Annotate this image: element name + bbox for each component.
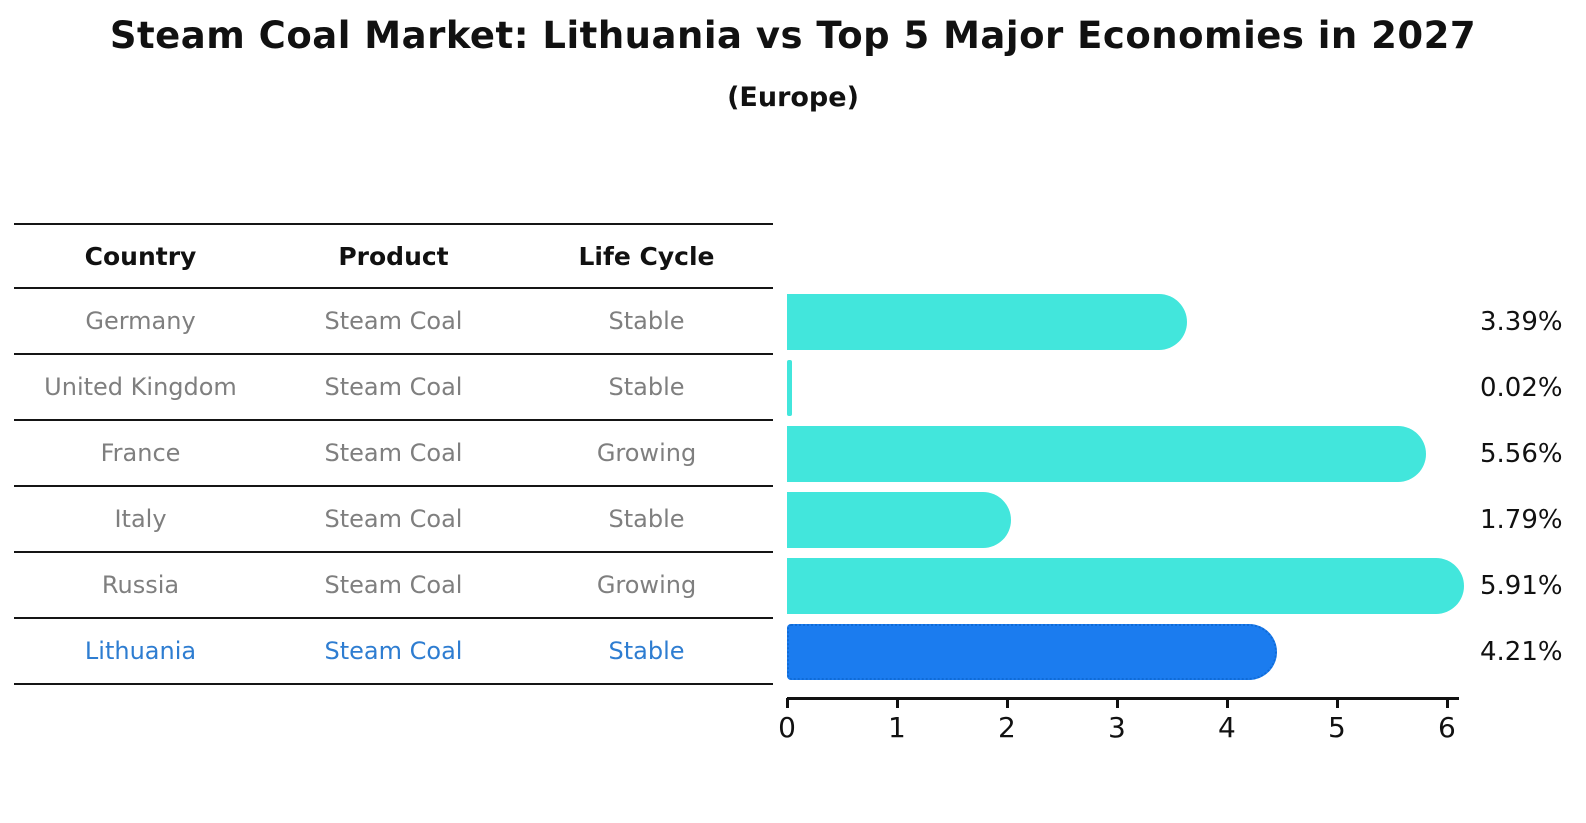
table-row: United Kingdom Steam Coal Stable bbox=[14, 355, 773, 421]
tick-mark bbox=[1225, 698, 1229, 708]
cell-life-cycle: Stable bbox=[608, 373, 685, 401]
cell-product: Steam Coal bbox=[324, 637, 463, 665]
table-row: France Steam Coal Growing bbox=[14, 421, 773, 487]
x-axis-ticks: 0 1 2 3 4 5 6 bbox=[778, 697, 1459, 747]
bar-italy bbox=[787, 492, 1011, 548]
cell-country: United Kingdom bbox=[44, 373, 237, 401]
bar-row bbox=[787, 487, 1459, 553]
tick-label: 1 bbox=[888, 711, 906, 744]
tick-label: 4 bbox=[1218, 711, 1236, 744]
table-row-highlighted: Lithuania Steam Coal Stable bbox=[14, 619, 773, 685]
value-label: 4.21% bbox=[1480, 637, 1563, 667]
bar-row bbox=[787, 553, 1464, 619]
cell-life-cycle: Stable bbox=[608, 637, 685, 665]
page-subtitle: (Europe) bbox=[727, 82, 859, 113]
value-label-column: 3.39% 0.02% 5.56% 1.79% 5.91% 4.21% bbox=[1480, 289, 1580, 685]
cell-product: Steam Coal bbox=[324, 373, 463, 401]
page-title: Steam Coal Market: Lithuania vs Top 5 Ma… bbox=[109, 14, 1477, 57]
cell-product: Steam Coal bbox=[324, 307, 463, 335]
cell-life-cycle: Growing bbox=[596, 571, 697, 599]
table-row: Russia Steam Coal Growing bbox=[14, 553, 773, 619]
tick-label: 5 bbox=[1327, 711, 1346, 744]
cell-country: France bbox=[100, 439, 181, 467]
cell-country: Russia bbox=[101, 571, 180, 599]
bar-united-kingdom bbox=[787, 360, 792, 416]
table-row: Germany Steam Coal Stable bbox=[14, 289, 773, 355]
bar-germany bbox=[787, 294, 1187, 350]
bar-row bbox=[787, 355, 1459, 421]
bar-lithuania-highlighted bbox=[787, 624, 1278, 680]
bar-plot bbox=[787, 289, 1464, 685]
tick-mark bbox=[1005, 698, 1009, 708]
value-label: 5.56% bbox=[1480, 439, 1563, 469]
cell-country: Italy bbox=[114, 505, 167, 533]
tick-label: 2 bbox=[998, 711, 1016, 744]
tick-label: 3 bbox=[1108, 711, 1126, 744]
comparison-table: Country Product Life Cycle Germany Steam… bbox=[14, 223, 773, 685]
tick-mark bbox=[1115, 698, 1119, 708]
header-cell-country: Country bbox=[84, 241, 197, 271]
tick-label: 0 bbox=[778, 711, 796, 744]
cell-country: Lithuania bbox=[84, 637, 197, 665]
bar-row bbox=[787, 619, 1459, 685]
table-header-row: Country Product Life Cycle bbox=[14, 223, 773, 289]
value-label: 5.91% bbox=[1480, 571, 1563, 601]
cell-product: Steam Coal bbox=[324, 505, 463, 533]
bar-russia bbox=[787, 558, 1464, 614]
value-label: 0.02% bbox=[1480, 373, 1563, 403]
header-cell-product: Product bbox=[338, 241, 449, 271]
tick-mark bbox=[1445, 698, 1449, 708]
cell-country: Germany bbox=[85, 307, 196, 335]
header-cell-life-cycle: Life Cycle bbox=[578, 241, 715, 271]
bar-france bbox=[787, 426, 1426, 482]
tick-mark bbox=[895, 698, 899, 708]
x-axis-line bbox=[787, 697, 1459, 700]
cell-life-cycle: Stable bbox=[608, 307, 685, 335]
cell-product: Steam Coal bbox=[324, 571, 463, 599]
bar-row bbox=[787, 421, 1459, 487]
table-row: Italy Steam Coal Stable bbox=[14, 487, 773, 553]
tick-mark bbox=[786, 698, 789, 708]
cell-life-cycle: Growing bbox=[596, 439, 697, 467]
value-label: 1.79% bbox=[1480, 505, 1563, 535]
tick-mark bbox=[1335, 698, 1339, 708]
tick-label: 6 bbox=[1437, 711, 1456, 744]
cell-life-cycle: Stable bbox=[608, 505, 685, 533]
cell-product: Steam Coal bbox=[324, 439, 463, 467]
bar-row bbox=[787, 289, 1459, 355]
value-label: 3.39% bbox=[1480, 307, 1563, 337]
